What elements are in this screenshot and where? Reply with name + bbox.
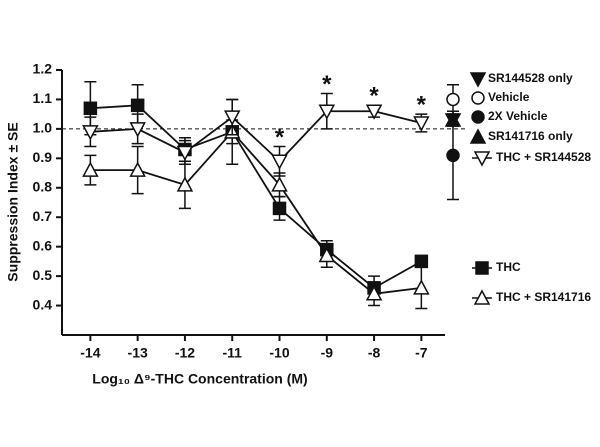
x-tick-label: -14	[80, 345, 100, 361]
legend-label: THC	[496, 260, 521, 274]
y-tick-label: 0.6	[33, 237, 53, 253]
significance-mark: *	[275, 124, 285, 151]
data-point	[130, 98, 145, 113]
legend-label: THC + SR144528	[496, 150, 591, 164]
legend-marker	[473, 151, 491, 167]
series-line	[90, 110, 422, 163]
x-tick-label: -13	[128, 345, 148, 361]
y-tick-label: 0.9	[33, 149, 53, 165]
data-point	[176, 176, 194, 192]
legend-marker	[469, 72, 487, 88]
data-point	[318, 104, 336, 120]
x-tick-label: -10	[269, 345, 289, 361]
x-tick-label: -7	[415, 345, 428, 361]
data-point	[413, 279, 430, 295]
data-point	[413, 116, 430, 132]
data-point	[318, 246, 336, 263]
legend-label: SR141716 only	[488, 129, 573, 143]
data-point	[272, 201, 287, 216]
data-point	[365, 104, 383, 120]
legend-marker	[471, 91, 485, 105]
control-point	[444, 111, 462, 127]
y-tick-label: 1.2	[33, 61, 53, 77]
significance-mark: *	[417, 92, 427, 119]
x-tick-label: -9	[321, 345, 334, 361]
legend-label: 2X Vehicle	[488, 109, 548, 123]
data-point	[129, 161, 146, 177]
legend-marker	[475, 261, 489, 275]
control-point	[446, 148, 460, 163]
legend-marker	[473, 289, 491, 305]
x-tick-label: -11	[222, 345, 242, 361]
data-point	[365, 285, 383, 301]
x-axis-title: Log₁₀ Δ⁹-THC Concentration (M)	[92, 371, 307, 387]
data-point	[414, 254, 429, 269]
x-tick-label: -12	[175, 345, 195, 361]
legend-label: SR144528 only	[488, 71, 573, 85]
legend-label: THC + SR141716	[496, 290, 591, 304]
y-axis-title: Suppression Index ± SE	[5, 122, 21, 281]
significance-mark: *	[322, 71, 332, 98]
data-point	[129, 122, 146, 138]
y-tick-label: 0.4	[33, 296, 53, 312]
y-tick-label: 0.5	[33, 267, 53, 283]
data-point	[271, 176, 288, 192]
data-point	[82, 125, 99, 141]
data-point	[82, 161, 99, 177]
legend-label: Vehicle	[488, 90, 530, 104]
control-point	[446, 92, 460, 107]
y-tick-label: 0.8	[33, 178, 53, 194]
y-tick-label: 0.7	[33, 208, 53, 224]
data-point	[83, 101, 98, 116]
y-tick-label: 1.0	[33, 120, 53, 136]
y-tick-label: 1.1	[33, 90, 53, 106]
data-point	[223, 110, 241, 126]
legend-marker	[469, 128, 487, 144]
legend-marker	[471, 110, 485, 124]
data-point	[176, 145, 194, 162]
series-line	[90, 130, 422, 295]
x-tick-label: -8	[368, 345, 381, 361]
data-point	[271, 154, 288, 170]
series-line	[90, 104, 422, 289]
significance-mark: *	[369, 83, 379, 110]
